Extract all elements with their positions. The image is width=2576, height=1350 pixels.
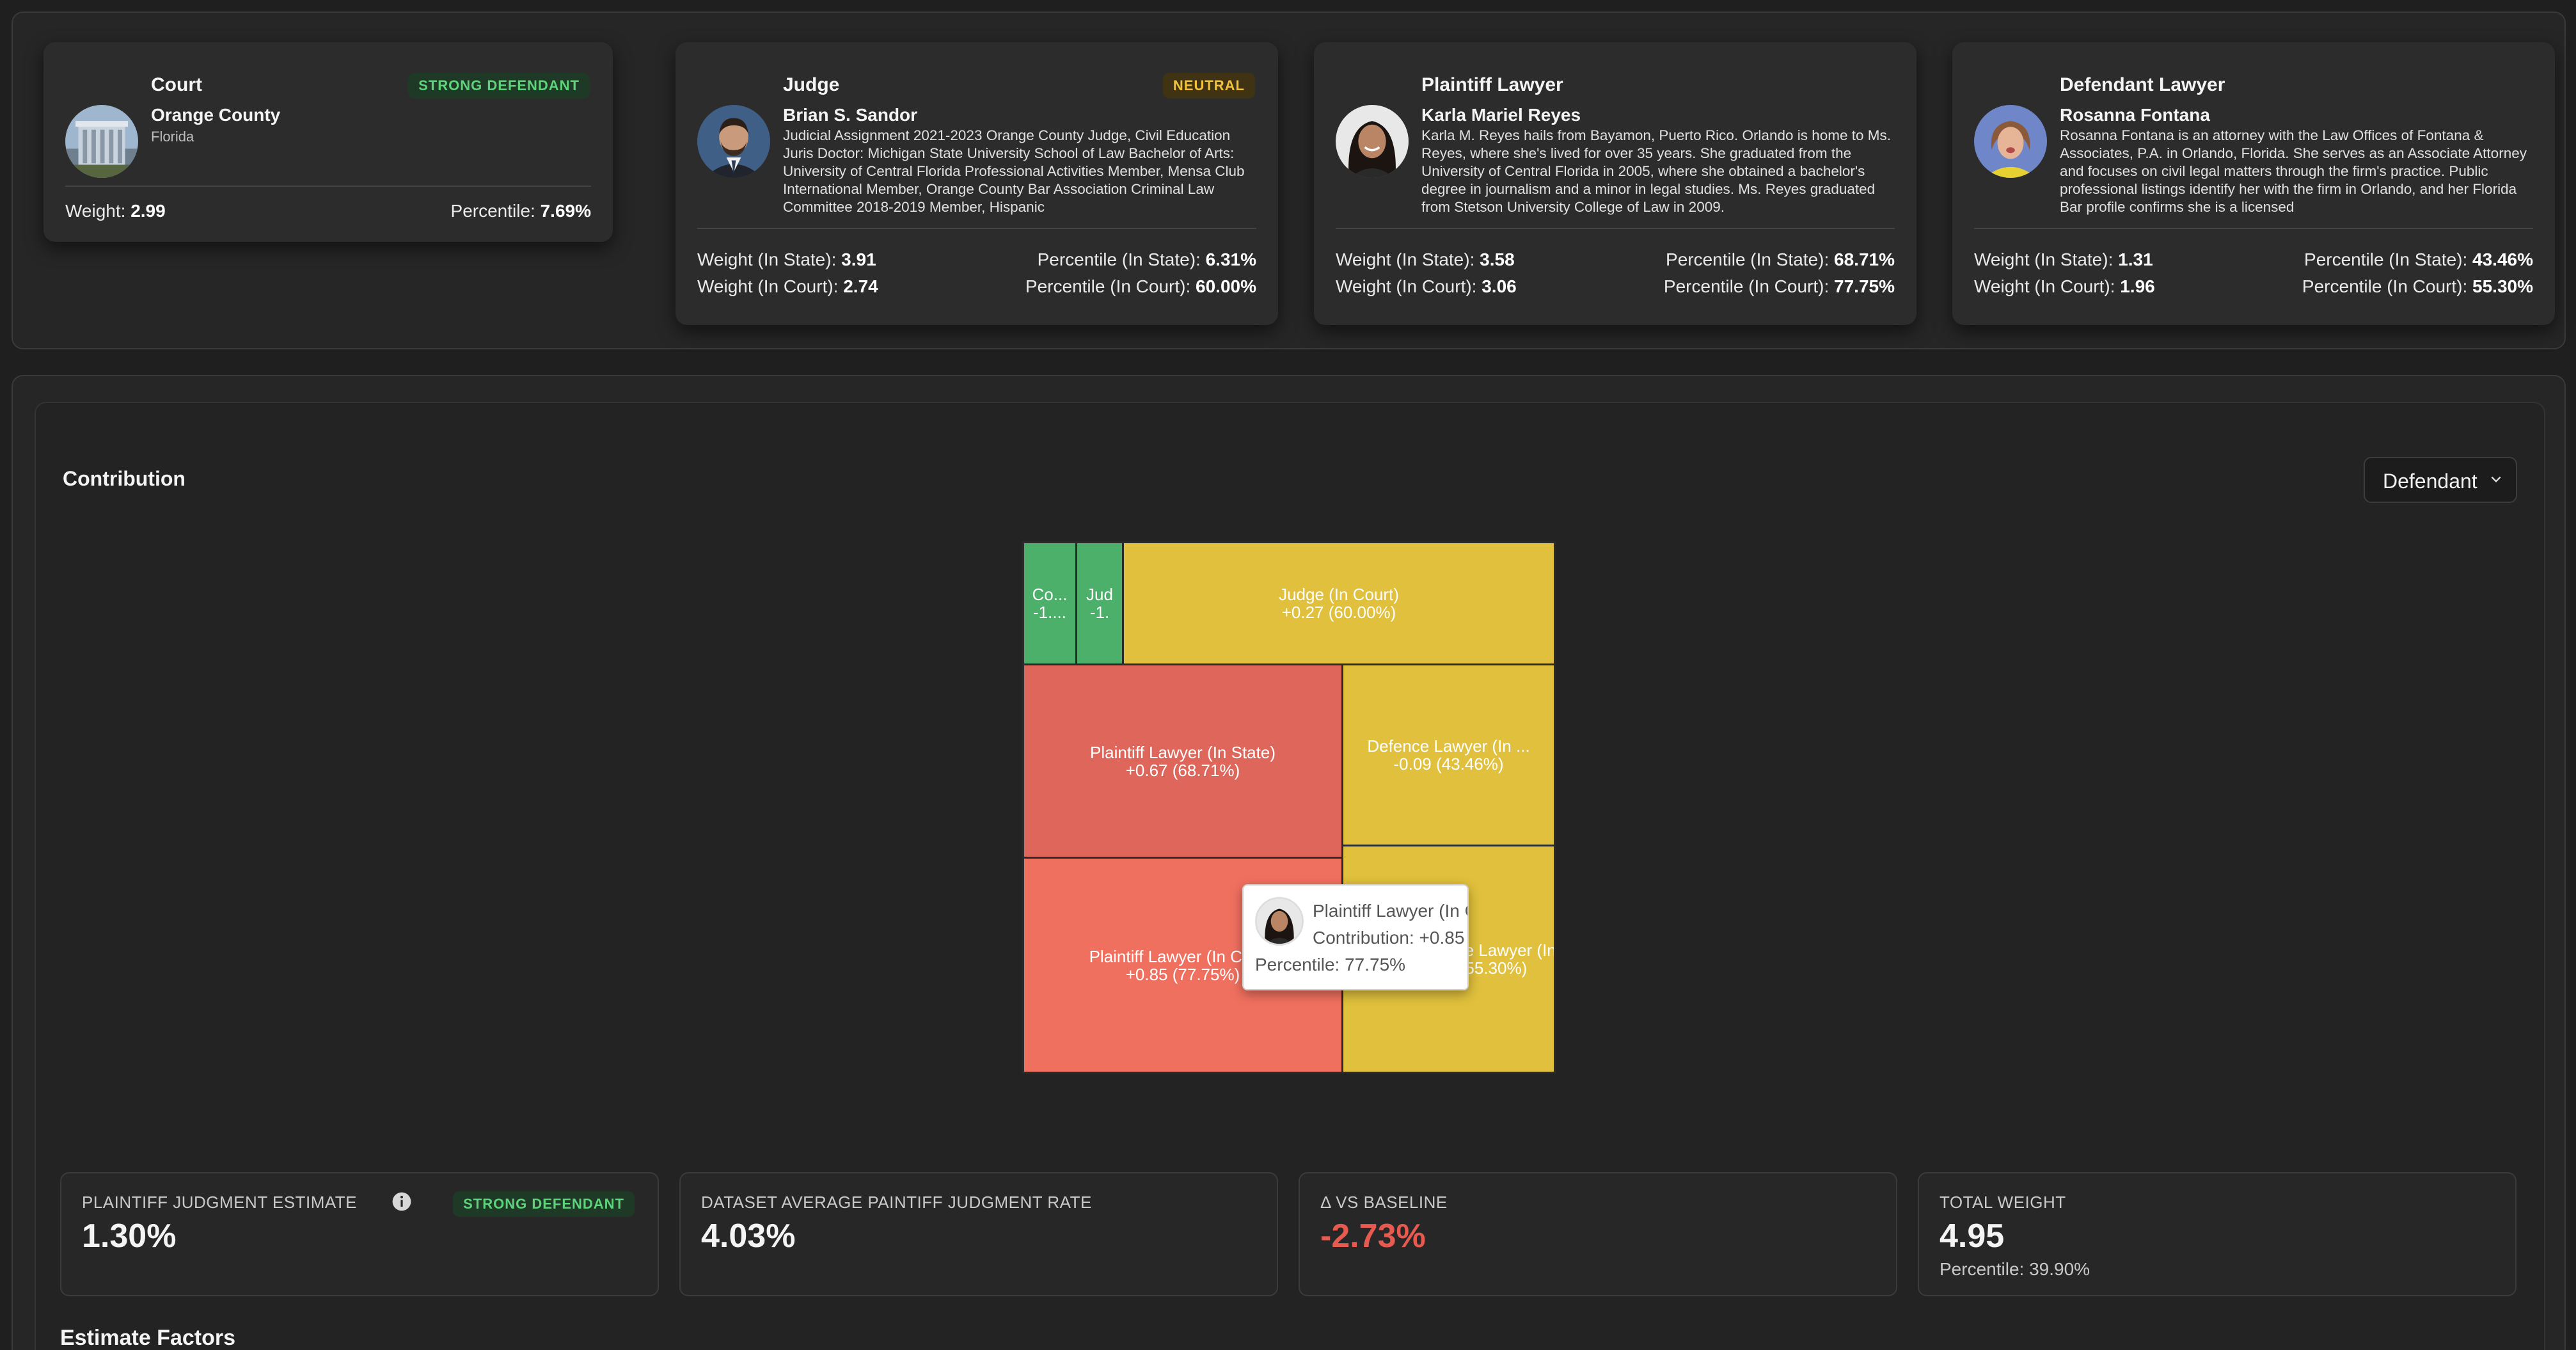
tooltip-name: Plaintiff Lawyer (In Court) [1313, 901, 1467, 921]
plaintiff-lawyer-weight-in-court: Weight (In Court): 3.06 [1336, 276, 1517, 296]
treemap-tile-judge-in-court[interactable]: Judge (In Court) +0.27 (60.00%) [1122, 541, 1556, 665]
court-percentile: Percentile: 7.69% [450, 201, 591, 221]
side-select-dropdown[interactable]: Defendant [2364, 457, 2517, 503]
judge-bio: Judicial Assignment 2021-2023 Orange Cou… [783, 127, 1245, 215]
court-strength-badge: STRONG DEFENDANT [408, 73, 590, 99]
court-weight: Weight: 2.99 [65, 201, 166, 221]
court-card-title: Court [151, 74, 202, 95]
kpi-value: 4.03% [701, 1218, 796, 1255]
estimate-strength-badge: STRONG DEFENDANT [453, 1191, 635, 1217]
factor-cards-panel: Court STRONG DEFENDANT Orange County Flo… [12, 12, 2566, 349]
chevron-down-icon [2491, 476, 2501, 483]
plaintiff-lawyer-avatar [1336, 105, 1409, 178]
defendant-lawyer-name: Rosanna Fontana [2060, 105, 2210, 125]
defendant-lawyer-card[interactable]: Defendant Lawyer Rosanna Fontana Rosanna… [1952, 42, 2555, 325]
court-name: Orange County [151, 105, 281, 125]
defendant-lawyer-weight-in-court: Weight (In Court): 1.96 [1974, 276, 2155, 296]
kpi-value: -2.73% [1320, 1218, 1426, 1255]
kpi-dataset-average: DATASET AVERAGE PAINTIFF JUDGMENT RATE 4… [679, 1172, 1278, 1296]
treemap-tooltip: Plaintiff Lawyer (In Court) Contribution… [1242, 884, 1469, 990]
card-divider [1336, 228, 1895, 229]
card-divider [1974, 228, 2533, 229]
card-divider [65, 186, 591, 187]
treemap-tile-court[interactable]: Co... -1.... [1022, 541, 1077, 665]
plaintiff-lawyer-card[interactable]: Plaintiff Lawyer Karla Mariel Reyes Karl… [1314, 42, 1916, 325]
side-select-value: Defendant [2383, 470, 2477, 493]
plaintiff-lawyer-card-title: Plaintiff Lawyer [1421, 74, 1563, 95]
kpi-total-weight: TOTAL WEIGHT 4.95 Percentile: 39.90% [1918, 1172, 2517, 1296]
info-icon[interactable] [391, 1191, 412, 1212]
kpi-value: 1.30% [82, 1218, 177, 1255]
courthouse-image [65, 105, 138, 178]
kpi-value: 4.95 [1940, 1218, 2005, 1255]
tooltip-contribution: Contribution: +0.85 [1313, 928, 1465, 948]
defendant-lawyer-percentile-in-state: Percentile (In State): 43.46% [2304, 250, 2533, 269]
plaintiff-lawyer-percentile-in-court: Percentile (In Court): 77.75% [1663, 276, 1895, 296]
contribution-treemap: Co... -1.... Jud -1. Judge (In Court) +0.27… [1022, 541, 1556, 1074]
plaintiff-lawyer-percentile-in-state: Percentile (In State): 68.71% [1666, 250, 1895, 269]
treemap-tile-judge-in-state[interactable]: Jud -1. [1075, 541, 1124, 665]
judge-percentile-in-state: Percentile (In State): 6.31% [1037, 250, 1256, 269]
defendant-lawyer-card-title: Defendant Lawyer [2060, 74, 2225, 95]
plaintiff-lawyer-weight-in-state: Weight (In State): 3.58 [1336, 250, 1515, 269]
plaintiff-lawyer-name: Karla Mariel Reyes [1421, 105, 1581, 125]
defendant-lawyer-percentile-in-court: Percentile (In Court): 55.30% [2302, 276, 2533, 296]
treemap-tile-defence-lawyer-in-state[interactable]: Defence Lawyer (In ... -0.09 (43.46%) [1341, 663, 1556, 846]
kpi-plaintiff-judgment-estimate: PLAINTIFF JUDGMENT ESTIMATE STRONG DEFEN… [60, 1172, 659, 1296]
kpi-label: Δ VS BASELINE [1320, 1193, 1448, 1212]
judge-strength-badge: NEUTRAL [1162, 73, 1255, 99]
defendant-lawyer-avatar [1974, 105, 2047, 178]
judge-avatar [697, 105, 770, 178]
court-card[interactable]: Court STRONG DEFENDANT Orange County Flo… [43, 42, 613, 242]
kpi-label: TOTAL WEIGHT [1940, 1193, 2066, 1212]
defendant-lawyer-weight-in-state: Weight (In State): 1.31 [1974, 250, 2153, 269]
judge-percentile-in-court: Percentile (In Court): 60.00% [1025, 276, 1256, 296]
kpi-percentile-note: Percentile: 39.90% [1940, 1259, 2090, 1279]
defendant-lawyer-bio: Rosanna Fontana is an attorney with the … [2060, 127, 2527, 215]
judge-card-title: Judge [783, 74, 840, 95]
plaintiff-lawyer-bio: Karla M. Reyes hails from Bayamon, Puert… [1421, 127, 1892, 215]
kpi-label: DATASET AVERAGE PAINTIFF JUDGMENT RATE [701, 1193, 1092, 1212]
card-divider [697, 228, 1256, 229]
tooltip-avatar [1255, 897, 1304, 946]
kpi-delta-vs-baseline: Δ VS BASELINE -2.73% [1299, 1172, 1897, 1296]
tooltip-percentile: Percentile: 77.75% [1255, 955, 1406, 974]
treemap-tile-plaintiff-lawyer-in-state[interactable]: Plaintiff Lawyer (In State) +0.67 (68.71%… [1022, 663, 1343, 859]
kpi-label: PLAINTIFF JUDGMENT ESTIMATE [82, 1193, 358, 1212]
estimate-factors-title: Estimate Factors [60, 1326, 235, 1350]
judge-card[interactable]: Judge NEUTRAL Brian S. Sandor Judicial A… [676, 42, 1278, 325]
court-state: Florida [151, 129, 194, 145]
judge-weight-in-court: Weight (In Court): 2.74 [697, 276, 878, 296]
judge-weight-in-state: Weight (In State): 3.91 [697, 250, 876, 269]
contribution-title: Contribution [63, 467, 186, 490]
judge-name: Brian S. Sandor [783, 105, 918, 125]
